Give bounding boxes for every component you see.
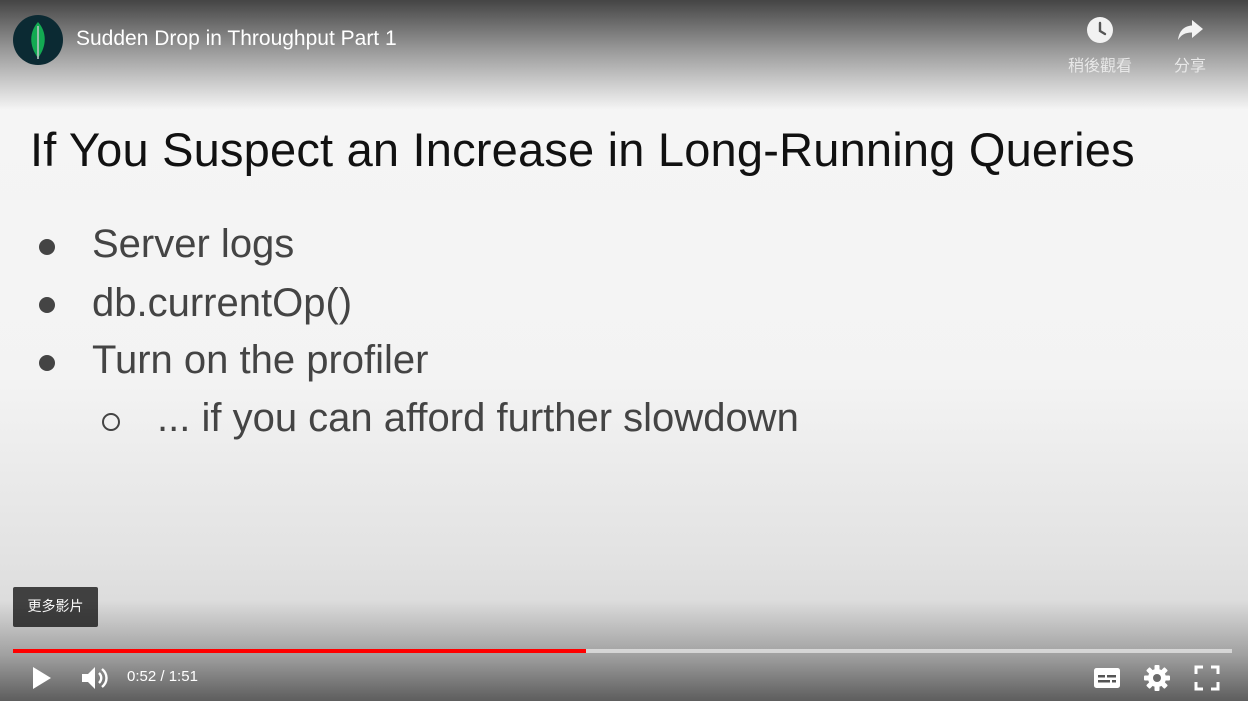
fullscreen-button[interactable] bbox=[1192, 663, 1222, 693]
watch-later-label: 稍後觀看 bbox=[1067, 56, 1132, 75]
time-separator: / bbox=[156, 668, 169, 685]
volume-button[interactable] bbox=[78, 661, 112, 695]
slide-bullet: Server logs bbox=[92, 222, 295, 266]
share-label: 分享 bbox=[1173, 56, 1206, 75]
play-button[interactable] bbox=[24, 661, 60, 695]
sub-bullet-ring bbox=[102, 413, 120, 431]
share-button[interactable]: 分享 bbox=[1150, 14, 1230, 76]
volume-icon bbox=[82, 667, 108, 689]
current-time: 0:52 bbox=[127, 668, 157, 685]
clock-icon bbox=[1087, 17, 1113, 43]
share-arrow-icon bbox=[1178, 20, 1203, 40]
mongodb-leaf-icon bbox=[31, 22, 45, 59]
fullscreen-icon bbox=[1194, 665, 1220, 691]
top-gradient bbox=[0, 0, 1248, 110]
slide-sub-bullet: ... if you can afford further slowdown bbox=[157, 396, 799, 440]
play-icon bbox=[33, 667, 51, 689]
slide-bullet: db.currentOp() bbox=[92, 281, 353, 325]
video-title[interactable]: Sudden Drop in Throughput Part 1 bbox=[76, 27, 397, 50]
subtitles-icon bbox=[1094, 668, 1120, 688]
time-display: 0:52 / 1:51 bbox=[127, 668, 198, 685]
subtitles-button[interactable] bbox=[1091, 663, 1123, 693]
bullet-dot bbox=[39, 239, 55, 255]
slide-title: If You Suspect an Increase in Long-Runni… bbox=[30, 123, 1135, 176]
slide-bullet: Turn on the profiler bbox=[92, 338, 429, 382]
progress-played bbox=[13, 649, 586, 653]
bullet-dot bbox=[39, 297, 55, 313]
watch-later-button[interactable]: 稍後觀看 bbox=[1060, 14, 1140, 76]
gear-icon bbox=[1144, 665, 1170, 691]
channel-avatar[interactable] bbox=[13, 15, 63, 65]
duration: 1:51 bbox=[168, 668, 198, 685]
settings-button[interactable] bbox=[1141, 662, 1173, 694]
bullet-dot bbox=[39, 355, 55, 371]
progress-bar[interactable] bbox=[13, 649, 1232, 653]
